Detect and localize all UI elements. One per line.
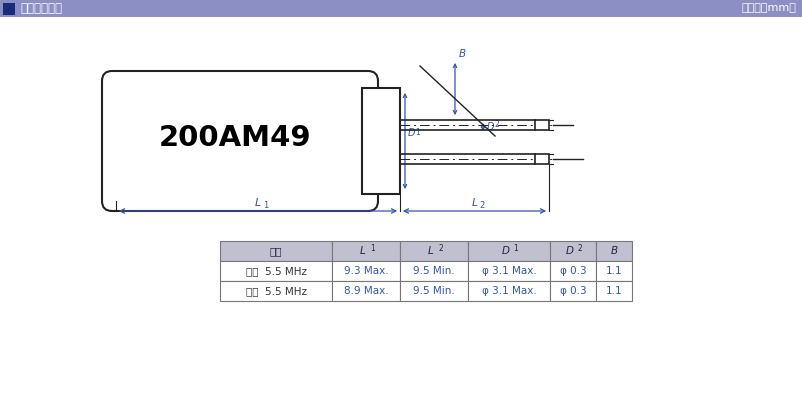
Text: 200AM49: 200AM49	[159, 124, 311, 152]
Bar	[468, 241, 550, 261]
Text: D: D	[487, 122, 495, 132]
Bar	[332, 241, 400, 261]
Text: φ 3.1 Max.: φ 3.1 Max.	[482, 286, 537, 296]
Text: 外部尺寸规格: 外部尺寸规格	[20, 2, 62, 15]
Text: B: B	[459, 49, 466, 59]
Text: 1: 1	[263, 201, 268, 210]
Bar	[220, 281, 332, 301]
Text: 8.9 Max.: 8.9 Max.	[344, 286, 388, 296]
Bar	[0, 0, 802, 17]
Text: 1: 1	[513, 244, 518, 253]
Text: φ 0.3: φ 0.3	[560, 286, 586, 296]
Bar	[550, 281, 596, 301]
Bar	[400, 261, 468, 281]
Bar	[468, 281, 550, 301]
Bar	[535, 120, 549, 130]
Text: 1.1: 1.1	[606, 266, 622, 276]
Bar	[220, 241, 332, 261]
Bar	[550, 241, 596, 261]
Text: 高于  5.5 MHz: 高于 5.5 MHz	[245, 286, 306, 296]
Bar	[596, 261, 632, 281]
FancyBboxPatch shape	[102, 71, 378, 211]
Bar	[550, 261, 596, 281]
Text: 2: 2	[438, 244, 443, 253]
Text: D: D	[566, 246, 574, 256]
Text: 9.3 Max.: 9.3 Max.	[344, 266, 388, 276]
Text: D: D	[502, 246, 510, 256]
Text: φ 3.1 Max.: φ 3.1 Max.	[482, 266, 537, 276]
Text: L: L	[472, 198, 478, 208]
Bar	[400, 281, 468, 301]
Text: 1.1: 1.1	[606, 286, 622, 296]
Bar	[596, 281, 632, 301]
Text: 2: 2	[577, 244, 581, 253]
Bar	[468, 261, 550, 281]
Text: φ 0.3: φ 0.3	[560, 266, 586, 276]
Bar	[332, 261, 400, 281]
Text: （单位：mm）: （单位：mm）	[741, 4, 796, 13]
Text: 9.5 Min.: 9.5 Min.	[413, 286, 455, 296]
Bar	[362, 88, 400, 194]
Bar	[3, 3, 15, 15]
Bar	[535, 154, 549, 164]
Text: D: D	[408, 128, 415, 138]
Text: 2: 2	[480, 201, 484, 210]
Bar	[400, 241, 468, 261]
Text: 1: 1	[415, 128, 419, 137]
Text: B: B	[610, 246, 618, 256]
Text: 2: 2	[494, 120, 499, 129]
Text: L: L	[360, 246, 366, 256]
Text: 低于  5.5 MHz: 低于 5.5 MHz	[245, 266, 306, 276]
Text: 频率: 频率	[269, 246, 282, 256]
Text: 1: 1	[370, 244, 375, 253]
Text: L: L	[428, 246, 434, 256]
Text: L: L	[255, 198, 261, 208]
Text: 9.5 Min.: 9.5 Min.	[413, 266, 455, 276]
Bar	[220, 261, 332, 281]
Bar	[596, 241, 632, 261]
Bar	[332, 281, 400, 301]
